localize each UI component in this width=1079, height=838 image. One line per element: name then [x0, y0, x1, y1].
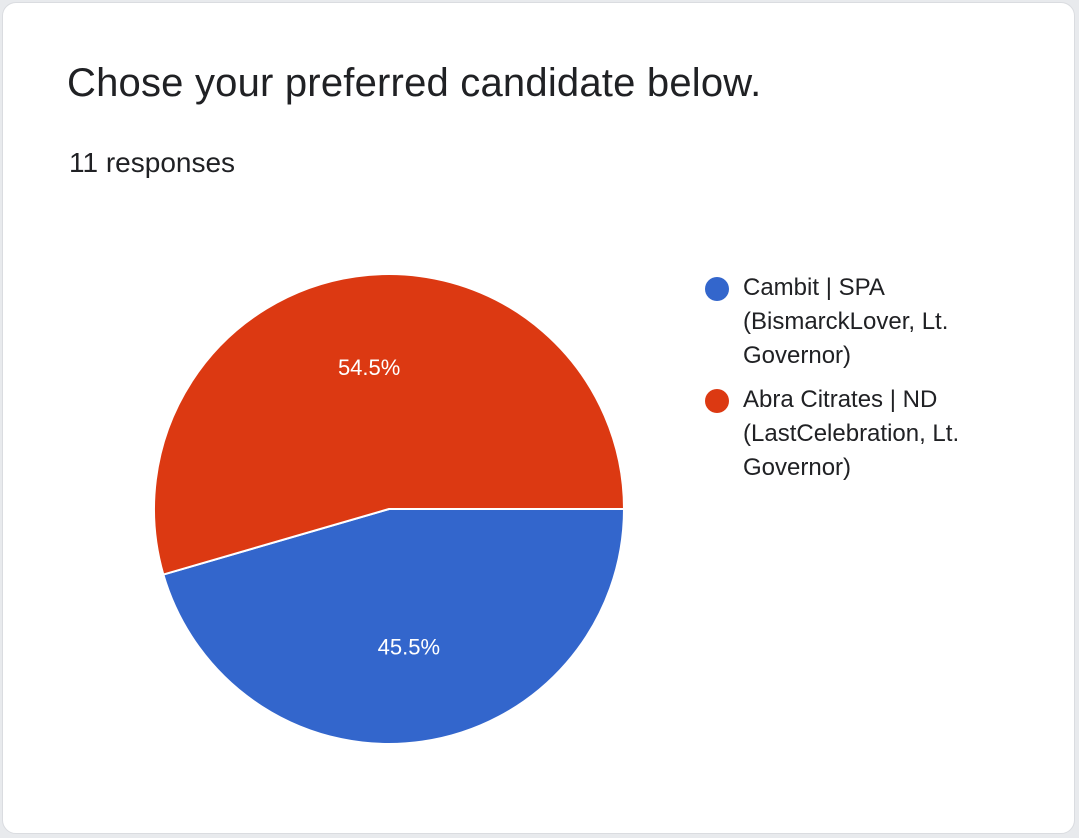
- legend-color-dot: [705, 389, 729, 413]
- legend-item[interactable]: Cambit | SPA (BismarckLover, Lt. Governo…: [705, 271, 1005, 373]
- legend-color-dot: [705, 277, 729, 301]
- slice-percent-label: 45.5%: [378, 634, 440, 659]
- chart-legend: Cambit | SPA (BismarckLover, Lt. Governo…: [705, 271, 1005, 495]
- slice-percent-label: 54.5%: [338, 355, 400, 380]
- legend-label: Cambit | SPA (BismarckLover, Lt. Governo…: [743, 274, 949, 369]
- question-title: Chose your preferred candidate below.: [67, 61, 762, 105]
- legend-item[interactable]: Abra Citrates | ND (LastCelebration, Lt.…: [705, 383, 1005, 485]
- legend-label: Abra Citrates | ND (LastCelebration, Lt.…: [743, 386, 960, 481]
- pie-slice[interactable]: [162, 508, 626, 745]
- response-count: 11 responses: [69, 147, 236, 178]
- pie-chart: 45.5% 54.5%: [153, 273, 626, 745]
- pie-slice[interactable]: [153, 273, 626, 576]
